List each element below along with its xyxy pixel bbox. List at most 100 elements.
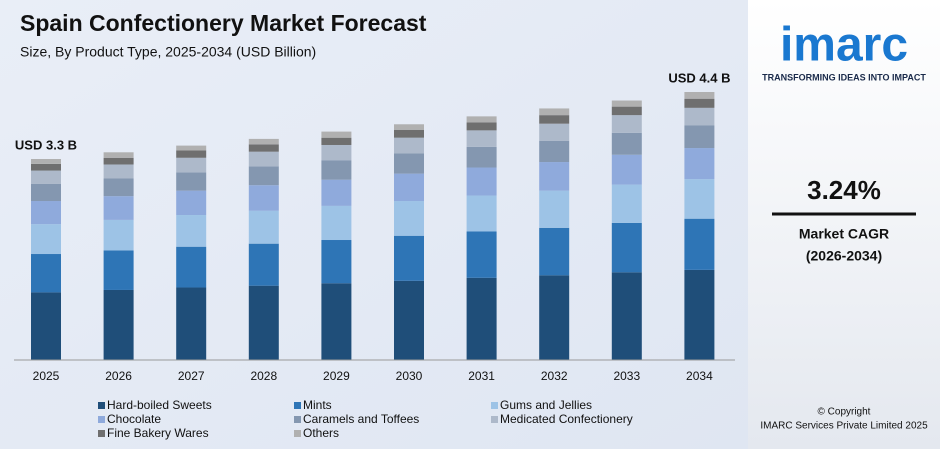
bar-segment — [611, 272, 642, 360]
x-tick-label: 2031 — [468, 369, 495, 383]
bar-segment — [248, 144, 279, 152]
bar-segment — [394, 137, 424, 154]
legend-swatch — [294, 430, 301, 437]
bar-segment — [321, 160, 352, 180]
bar-segment — [466, 167, 497, 196]
bar-segment — [31, 292, 61, 360]
bar-segment — [103, 289, 134, 360]
bar-segment — [248, 185, 279, 211]
bar-segment — [394, 153, 424, 174]
bar-segment — [248, 285, 279, 360]
legend-label: Medicated Confectionery — [500, 412, 633, 426]
bar-segment — [176, 172, 207, 191]
bar-segment — [248, 243, 279, 286]
annotation: USD 3.3 B — [15, 137, 77, 152]
bar-segment — [684, 92, 715, 99]
bar-segment — [611, 184, 642, 223]
bar-segment — [176, 150, 207, 158]
bar-segment — [539, 123, 570, 141]
legend-swatch — [491, 416, 498, 423]
bar-segment — [466, 277, 497, 360]
bar-segment — [684, 107, 715, 126]
legend-swatch — [491, 402, 498, 409]
bar-segment — [321, 240, 352, 284]
legend-label: Chocolate — [107, 412, 161, 426]
bar-segment — [466, 195, 497, 232]
bar-segment — [684, 148, 715, 180]
bar-segment — [176, 190, 207, 216]
bar-segment — [394, 235, 424, 281]
bar-segment — [611, 222, 642, 273]
legend-label: Mints — [303, 398, 332, 412]
x-tick-label: 2028 — [250, 369, 277, 383]
bar-segment — [539, 108, 570, 116]
company: IMARC Services Private Limited 2025 — [760, 421, 928, 432]
bar-segment — [321, 179, 352, 206]
bar-segment — [103, 196, 134, 220]
x-tick-label: 2034 — [686, 369, 713, 383]
bar-segment — [31, 224, 61, 255]
legend-label: Gums and Jellies — [500, 398, 592, 412]
bar-segment — [466, 130, 497, 147]
bar-segment — [176, 145, 207, 151]
bar-segment — [466, 122, 497, 131]
bar-segment — [466, 231, 497, 278]
bar-segment — [176, 215, 207, 247]
bar-segment — [394, 129, 424, 138]
cagr-value: 3.24% — [807, 175, 881, 205]
bar-segment — [394, 201, 424, 236]
legend-label: Fine Bakery Wares — [107, 426, 209, 440]
x-tick-label: 2029 — [323, 369, 350, 383]
tagline: TRANSFORMING IDEAS INTO IMPACT — [762, 72, 926, 82]
legend-swatch — [98, 402, 105, 409]
bar-segment — [31, 254, 61, 293]
bar-segment — [248, 166, 279, 186]
bar-segment — [684, 218, 715, 270]
bar-segment — [611, 115, 642, 133]
chart-subtitle: Size, By Product Type, 2025-2034 (USD Bi… — [20, 44, 316, 60]
bar-segment — [248, 210, 279, 244]
bar-segment — [539, 115, 570, 124]
bar-segment — [321, 144, 352, 161]
bar-segment — [611, 106, 642, 116]
x-tick-label: 2026 — [105, 369, 132, 383]
bar-segment — [176, 246, 207, 288]
bar-segment — [103, 157, 134, 165]
bar-segment — [611, 100, 642, 107]
x-tick-label: 2032 — [541, 369, 568, 383]
logo: imarc — [780, 19, 908, 72]
bar-segment — [321, 137, 352, 145]
cagr-label: Market CAGR — [799, 226, 889, 242]
x-tick-label: 2033 — [613, 369, 640, 383]
bar-segment — [103, 164, 134, 179]
bar-segment — [539, 140, 570, 163]
legend-label: Hard-boiled Sweets — [107, 398, 212, 412]
copyright: © Copyright — [818, 407, 871, 418]
bar-segment — [31, 183, 61, 202]
chart-title: Spain Confectionery Market Forecast — [20, 10, 427, 36]
bar-segment — [684, 269, 715, 360]
bar-segment — [31, 163, 61, 171]
bar-segment — [611, 154, 642, 185]
bar-segment — [321, 283, 352, 360]
bar-segment — [466, 116, 497, 123]
bar-segment — [684, 179, 715, 219]
bar-segment — [31, 201, 61, 225]
bar-segment — [103, 152, 134, 158]
annotation: USD 4.4 B — [668, 70, 730, 85]
bar-segment — [539, 190, 570, 228]
bar-segment — [684, 98, 715, 108]
legend-label: Others — [303, 426, 339, 440]
bar-segment — [539, 162, 570, 191]
bar-segment — [321, 131, 352, 138]
bar-segment — [394, 173, 424, 202]
bar-segment — [539, 275, 570, 360]
bar-segment — [31, 159, 61, 164]
bar-segment — [466, 146, 497, 168]
bar-segment — [176, 287, 207, 360]
bar-segment — [103, 250, 134, 290]
legend-swatch — [294, 402, 301, 409]
bar-segment — [248, 151, 279, 167]
